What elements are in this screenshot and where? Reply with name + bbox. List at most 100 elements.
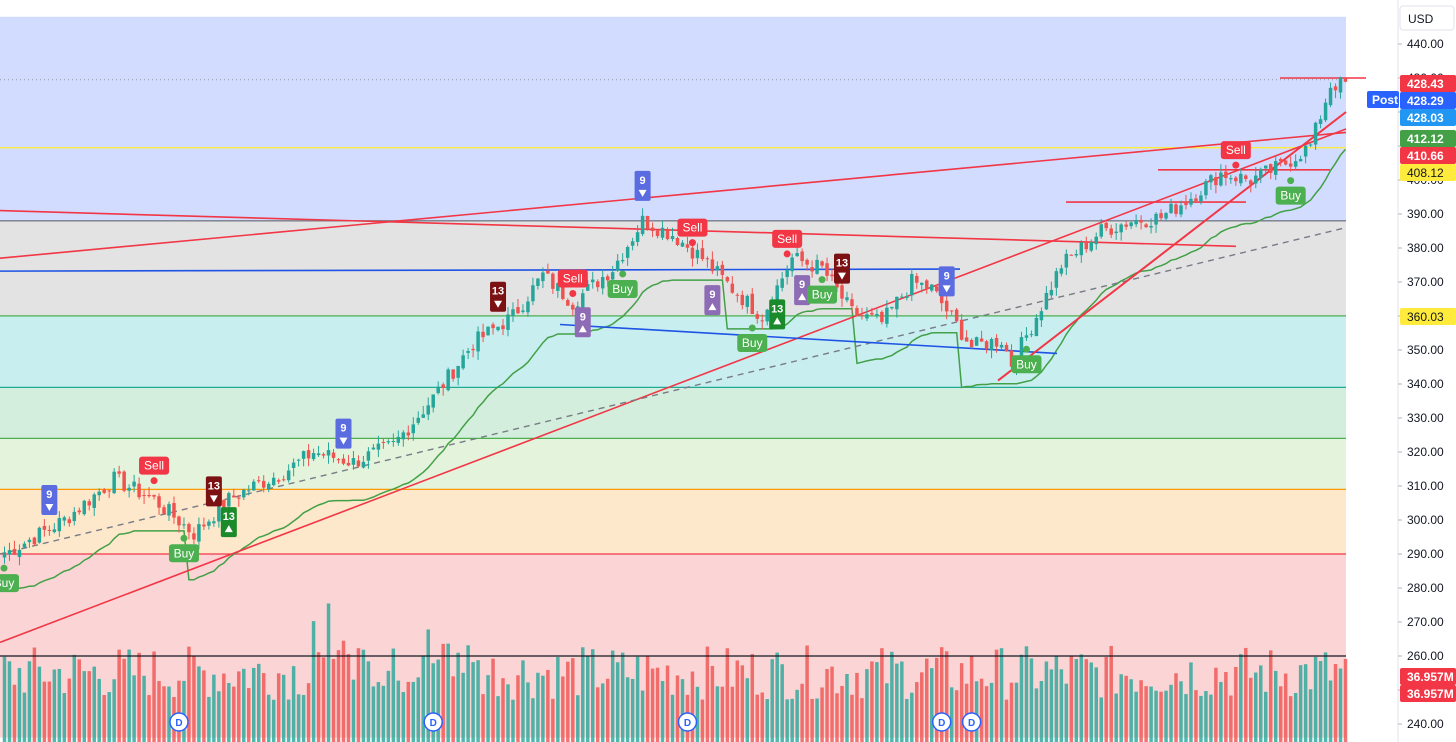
candle-body [745,295,750,307]
buy-signal[interactable]: Buy [1275,177,1306,205]
signal-dot [1232,161,1240,169]
volume-bar [566,661,570,742]
volume-bar [925,658,929,742]
candle-body [82,500,87,515]
candle-body [426,405,430,415]
signal-box[interactable] [737,334,768,353]
candle-body [217,502,221,522]
candle-body [491,324,495,329]
signal-box[interactable] [1011,355,1042,374]
signal-box[interactable] [1220,141,1251,160]
dividend-circle[interactable] [961,712,982,732]
volume-bar [531,698,535,742]
volume-bar [87,671,91,742]
signal-box[interactable] [677,218,708,237]
trend-line[interactable] [559,323,1058,355]
volume-bar [381,685,386,742]
buy-signal[interactable]: Buy [607,270,638,298]
candle-body [1104,222,1108,229]
dividend-marker[interactable]: D [677,712,698,732]
dividend-circle[interactable] [423,712,443,732]
dividend-marker[interactable]: D [961,712,982,732]
sell-signal[interactable]: Sell [557,269,588,298]
price-label-bg [1400,147,1456,164]
sell-signal[interactable]: Sell [1220,141,1251,169]
signal-box[interactable] [139,456,170,475]
volume-bar [1189,662,1193,742]
axis-tick-label: 340.00 [1407,377,1444,391]
signal-box[interactable] [607,279,638,298]
volume-bar [1219,681,1223,742]
trend-line[interactable] [0,268,961,272]
signal-dot [0,564,8,572]
candle-body [755,314,760,319]
volume-bar [411,681,416,742]
candle-body [964,337,969,342]
signal-box[interactable] [0,574,19,593]
trend-line[interactable] [997,111,1347,382]
trend-line[interactable] [0,131,1347,259]
dividend-circle[interactable] [169,712,189,732]
dividend-circle[interactable] [677,712,698,732]
buy-signal[interactable]: Buy [0,564,19,593]
volume-bar [551,698,555,742]
volume-bar [541,675,545,742]
candle-body [1184,202,1188,206]
volume-bar [1169,684,1173,742]
candle-body [1239,173,1243,184]
volume-bar [640,690,645,742]
signal-label: Buy [0,576,14,590]
buy-signal[interactable]: Buy [737,324,768,353]
candle-body [506,314,510,330]
buy-signal[interactable]: Buy [168,534,199,563]
currency-box[interactable] [1399,5,1455,31]
candle-body [271,477,276,486]
dividend-marker[interactable]: D [169,712,189,732]
dividend-marker[interactable]: D [931,712,952,732]
volume-bar [202,670,206,742]
sell-signal[interactable]: Sell [677,218,708,247]
td-count-marker: 13 [834,253,851,284]
sell-signal[interactable]: Sell [772,229,803,258]
volume-bar [1283,673,1288,742]
dividend-label: D [430,718,437,729]
candle-body [1189,198,1193,205]
axis-tick-label: 260.00 [1407,649,1444,663]
signal-box[interactable] [557,269,588,288]
volume-bar [1333,664,1338,742]
candle-body [1084,242,1089,250]
buy-signal[interactable]: Buy [807,276,838,304]
dividend-circle[interactable] [931,712,952,732]
candle-body [1109,228,1113,235]
volume-bar [192,655,196,742]
currency-selector[interactable]: USD [1399,5,1455,31]
candle-body [920,282,924,285]
volume-bar [1119,674,1123,742]
candle-body [142,495,146,497]
trend-line[interactable] [0,209,1237,248]
sell-signal[interactable]: Sell [139,456,170,485]
candle-body [326,450,331,456]
volume-bar [421,655,425,742]
candle-body [615,260,620,271]
candle-body [675,238,680,246]
volume-bar [1164,690,1168,742]
dividend-marker[interactable]: D [423,712,443,732]
volume-bar [735,660,740,742]
candle-body [1119,224,1123,233]
signal-box[interactable] [1275,186,1306,205]
volume-bar [536,672,540,742]
trend-line[interactable] [0,128,1347,644]
axis-tick-label: 270.00 [1407,615,1444,629]
signal-box[interactable] [807,285,838,304]
td-count-arrow [45,504,54,512]
candle-body [107,490,111,492]
candle-body [1298,159,1303,162]
td-count-arrow [942,285,951,293]
buy-signal[interactable]: Buy [1011,345,1042,374]
signal-box[interactable] [772,229,803,248]
td-count-arrow [578,325,587,333]
signal-box[interactable] [168,544,199,563]
candle-body [561,284,565,299]
